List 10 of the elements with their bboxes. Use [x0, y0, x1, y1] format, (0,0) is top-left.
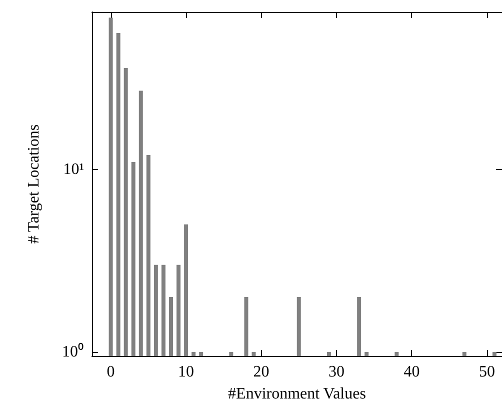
y-axis-title: # Target Locations [26, 124, 42, 244]
x-tick-label: 40 [404, 364, 420, 380]
x-axis-title: #Environment Values [228, 386, 366, 402]
x-tick-label: 20 [253, 364, 270, 380]
x-tick-label: 30 [328, 364, 344, 380]
x-tick-label: 0 [106, 364, 115, 380]
x-tick-label: 50 [478, 364, 495, 380]
y-tick-label: 10¹ [63, 161, 84, 178]
y-tick-label: 10⁰ [62, 342, 84, 360]
x-tick-label: 10 [178, 364, 194, 380]
